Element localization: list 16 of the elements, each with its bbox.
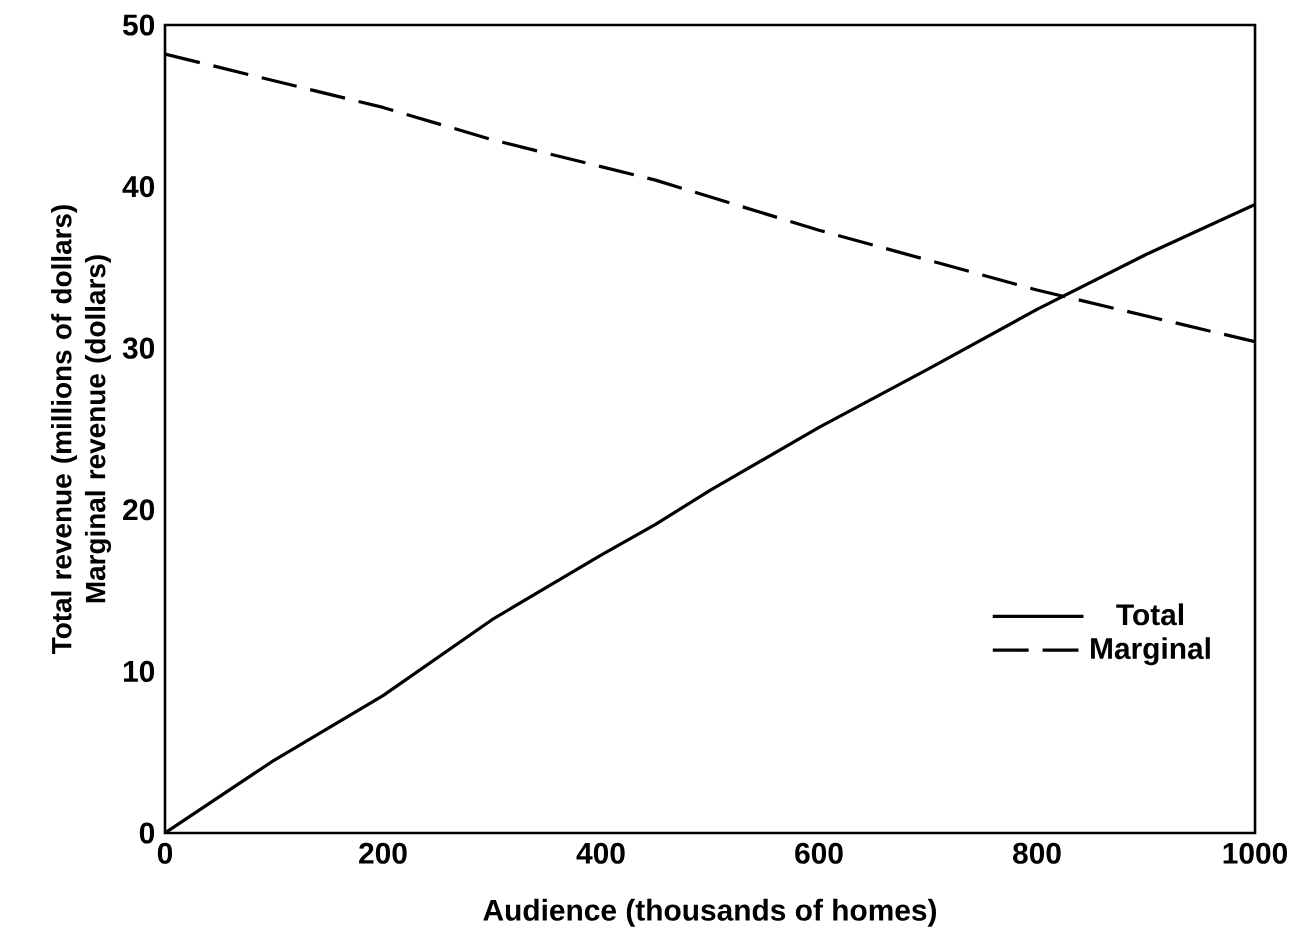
- y-tick-label: 20: [123, 499, 155, 521]
- y-tick-label: 0: [139, 822, 155, 844]
- x-axis-title: Audience (thousands of homes): [483, 898, 937, 927]
- y-tick-label: 50: [122, 14, 155, 36]
- x-tick-label: 600: [795, 842, 843, 864]
- legend-label: Total: [1116, 603, 1183, 626]
- x-tick-label: 800: [1013, 842, 1061, 864]
- x-tick-label: 400: [576, 842, 625, 864]
- x-tick-label: 0: [157, 842, 173, 864]
- y-axis-title: Total revenue (millions of dollars) Marginal revenue (dollars): [51, 205, 112, 654]
- y-tick-label: 30: [122, 337, 155, 359]
- x-tick-label: 1000: [1223, 842, 1287, 864]
- y-tick-label: 40: [122, 176, 155, 198]
- x-tick-label: 200: [359, 842, 407, 864]
- legend-label: Marginal: [1091, 637, 1210, 666]
- y-tick-label: 10: [123, 660, 155, 682]
